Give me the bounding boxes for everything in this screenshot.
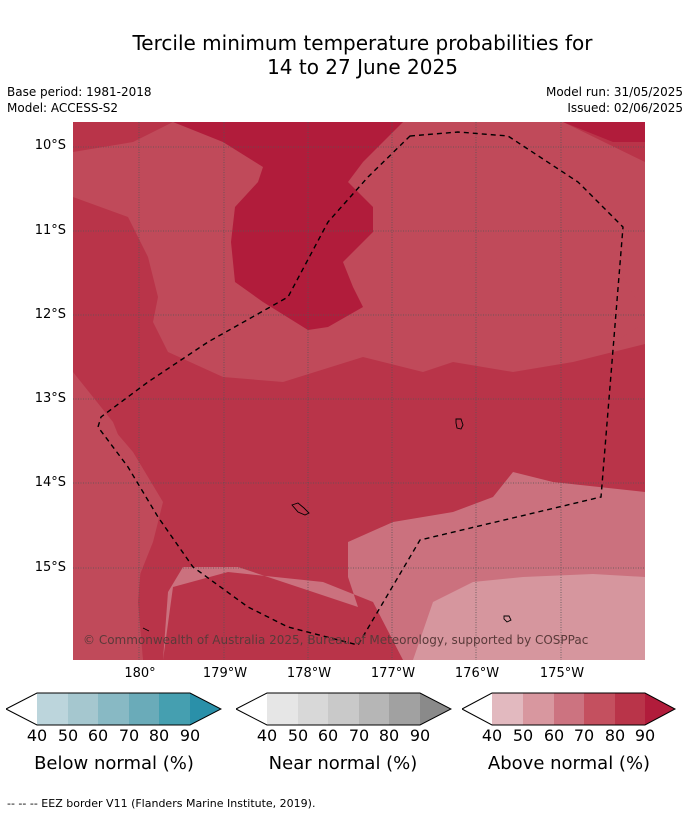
cbar-below-5 [159, 693, 190, 725]
lat-label-10s: 10°S [34, 138, 66, 153]
cbar-above-outline [462, 692, 677, 726]
lat-label-11s: 11°S [34, 223, 66, 238]
ticks-above: 40 50 60 70 80 90 [462, 726, 678, 746]
ticks-below: 40 50 60 70 80 90 [6, 726, 222, 746]
map-region-80-west [73, 122, 173, 152]
cbar-above-3 [554, 693, 584, 725]
lon-label-178w: 178°W [286, 666, 332, 681]
cbar-below-0 [6, 693, 37, 725]
tick-near-50: 50 [287, 726, 309, 745]
lon-label-176w: 176°W [454, 666, 500, 681]
map-region-90-east [563, 122, 645, 142]
tick-below-40: 40 [26, 726, 48, 745]
copyright-notice: © Commonwealth of Australia 2025, Bureau… [83, 633, 589, 647]
cbar-near-6 [420, 693, 451, 725]
base-period: Base period: 1981-2018 [7, 85, 152, 99]
issued-date: Issued: 02/06/2025 [567, 101, 683, 115]
colorbar-above [462, 692, 678, 726]
legend-above-title: Above normal (%) [487, 753, 651, 774]
tick-below-60: 60 [87, 726, 109, 745]
cbar-below-1 [37, 693, 68, 725]
title-line-1: Tercile minimum temperature probabilitie… [132, 31, 593, 55]
cbar-above-6 [645, 693, 675, 725]
map-canvas [73, 122, 645, 660]
legend-below-title: Below normal (%) [34, 753, 194, 774]
cbar-near-3 [328, 693, 359, 725]
map-region-70-east [458, 257, 638, 344]
tick-above-90: 90 [634, 726, 656, 745]
tick-above-80: 80 [604, 726, 626, 745]
ticks-near: 40 50 60 70 80 90 [236, 726, 452, 746]
island-c [503, 615, 512, 623]
lon-label-175w: 175°W [539, 666, 585, 681]
tick-above-70: 70 [573, 726, 595, 745]
tick-above-50: 50 [512, 726, 534, 745]
map-region-90-north [173, 122, 403, 330]
tick-below-70: 70 [118, 726, 140, 745]
cbar-below-4 [129, 693, 159, 725]
lon-label-177w: 177°W [370, 666, 416, 681]
cbar-below-outline [6, 692, 222, 726]
tick-near-60: 60 [317, 726, 339, 745]
tick-near-70: 70 [348, 726, 370, 745]
lon-label-180: 180° [124, 666, 156, 681]
tick-near-40: 40 [256, 726, 278, 745]
cbar-above-5 [615, 693, 645, 725]
tick-below-50: 50 [57, 726, 79, 745]
lon-label-179w: 179°W [202, 666, 248, 681]
cbar-above-1 [492, 693, 523, 725]
lat-label-15s: 15°S [34, 560, 66, 575]
tick-below-80: 80 [148, 726, 170, 745]
probability-map[interactable]: © Commonwealth of Australia 2025, Bureau… [73, 122, 645, 660]
colorbar-near-svg [236, 692, 452, 726]
island-b [291, 502, 310, 516]
legend-below: 40 50 60 70 80 90 Below normal (%) [6, 692, 222, 774]
cbar-below-6 [190, 693, 221, 725]
cbar-near-2 [298, 693, 328, 725]
legend-near-title: Near normal (%) [268, 753, 418, 774]
cbar-above-2 [523, 693, 554, 725]
colorbar-near [236, 692, 452, 726]
lat-label-13s: 13°S [34, 391, 66, 406]
cbar-below-2 [68, 693, 98, 725]
map-region-60-west [73, 372, 143, 660]
meta-left: Base period: 1981-2018 Model: ACCESS-S2 [7, 84, 152, 116]
tick-below-90: 90 [179, 726, 201, 745]
model-name: Model: ACCESS-S2 [7, 101, 119, 115]
legend-above: 40 50 60 70 80 90 Above normal (%) [462, 692, 678, 774]
cbar-above-0 [462, 693, 492, 725]
colorbar-below [6, 692, 222, 726]
graticule [73, 122, 645, 660]
tick-above-60: 60 [543, 726, 565, 745]
title-line-2: 14 to 27 June 2025 [267, 55, 458, 79]
lat-label-14s: 14°S [34, 475, 66, 490]
cbar-near-5 [389, 693, 420, 725]
cbar-near-4 [359, 693, 389, 725]
cbar-near-outline [236, 692, 452, 726]
islands [142, 418, 512, 632]
cbar-below-3 [98, 693, 129, 725]
model-run: Model run: 31/05/2025 [545, 85, 683, 99]
cbar-near-1 [267, 693, 298, 725]
map-region-50 [413, 574, 645, 660]
tick-near-90: 90 [409, 726, 431, 745]
island-d [142, 627, 150, 632]
tick-above-40: 40 [481, 726, 503, 745]
tick-near-80: 80 [378, 726, 400, 745]
lat-label-12s: 12°S [34, 307, 66, 322]
colorbar-below-svg [6, 692, 222, 726]
meta-right: Model run: 31/05/2025 Issued: 02/06/2025 [546, 84, 683, 116]
cbar-near-0 [236, 693, 267, 725]
legend-near: 40 50 60 70 80 90 Near normal (%) [236, 692, 452, 774]
chart-title: Tercile minimum temperature probabilitie… [0, 31, 690, 79]
map-region-60 [73, 197, 645, 660]
island-a [455, 418, 464, 430]
eez-footnote: -- -- -- EEZ border V11 (Flanders Marine… [7, 797, 316, 810]
colorbar-above-svg [462, 692, 677, 726]
eez-border [97, 131, 624, 646]
cbar-above-4 [584, 693, 615, 725]
